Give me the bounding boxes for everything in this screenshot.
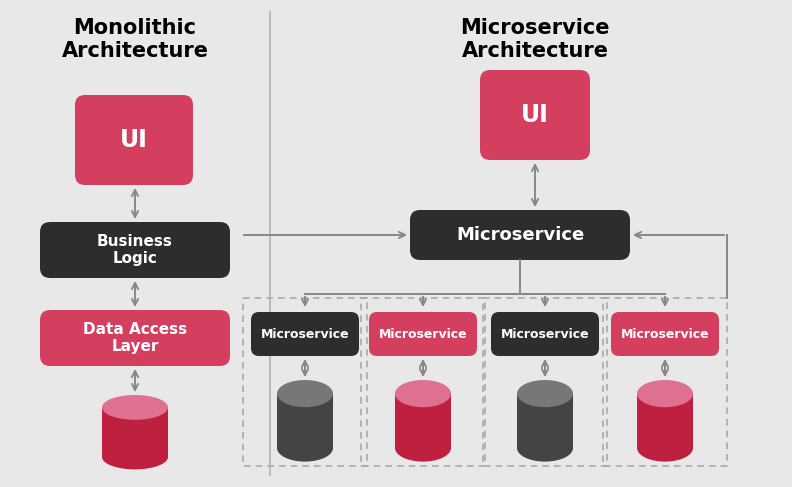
FancyBboxPatch shape bbox=[251, 312, 359, 356]
Text: Microservice: Microservice bbox=[621, 327, 710, 340]
FancyBboxPatch shape bbox=[40, 310, 230, 366]
Ellipse shape bbox=[277, 380, 333, 407]
Text: Data Access
Layer: Data Access Layer bbox=[83, 322, 187, 354]
Text: Microservice: Microservice bbox=[261, 327, 349, 340]
Text: Microservice: Microservice bbox=[501, 327, 589, 340]
FancyBboxPatch shape bbox=[410, 210, 630, 260]
Bar bbox=[517, 393, 573, 448]
Text: UI: UI bbox=[120, 128, 148, 152]
Bar bbox=[277, 393, 333, 448]
Ellipse shape bbox=[395, 434, 451, 462]
Text: Microservice: Microservice bbox=[379, 327, 467, 340]
Text: Microservice: Microservice bbox=[456, 226, 584, 244]
Ellipse shape bbox=[395, 380, 451, 407]
Bar bbox=[102, 408, 168, 457]
Ellipse shape bbox=[102, 395, 168, 420]
FancyBboxPatch shape bbox=[491, 312, 599, 356]
Ellipse shape bbox=[102, 445, 168, 469]
Bar bbox=[395, 393, 451, 448]
Ellipse shape bbox=[517, 380, 573, 407]
Bar bbox=[603, 298, 727, 466]
FancyBboxPatch shape bbox=[611, 312, 719, 356]
Bar bbox=[483, 298, 607, 466]
Ellipse shape bbox=[517, 434, 573, 462]
FancyBboxPatch shape bbox=[480, 70, 590, 160]
Bar bbox=[243, 298, 367, 466]
Ellipse shape bbox=[637, 380, 693, 407]
FancyBboxPatch shape bbox=[40, 222, 230, 278]
Bar bbox=[361, 298, 485, 466]
Text: Business
Logic: Business Logic bbox=[97, 234, 173, 266]
FancyBboxPatch shape bbox=[369, 312, 477, 356]
Text: Microservice
Architecture: Microservice Architecture bbox=[460, 18, 610, 61]
Text: UI: UI bbox=[521, 103, 549, 127]
Bar bbox=[637, 393, 693, 448]
Ellipse shape bbox=[637, 434, 693, 462]
FancyBboxPatch shape bbox=[75, 95, 193, 185]
Text: Monolithic
Architecture: Monolithic Architecture bbox=[62, 18, 208, 61]
Ellipse shape bbox=[277, 434, 333, 462]
